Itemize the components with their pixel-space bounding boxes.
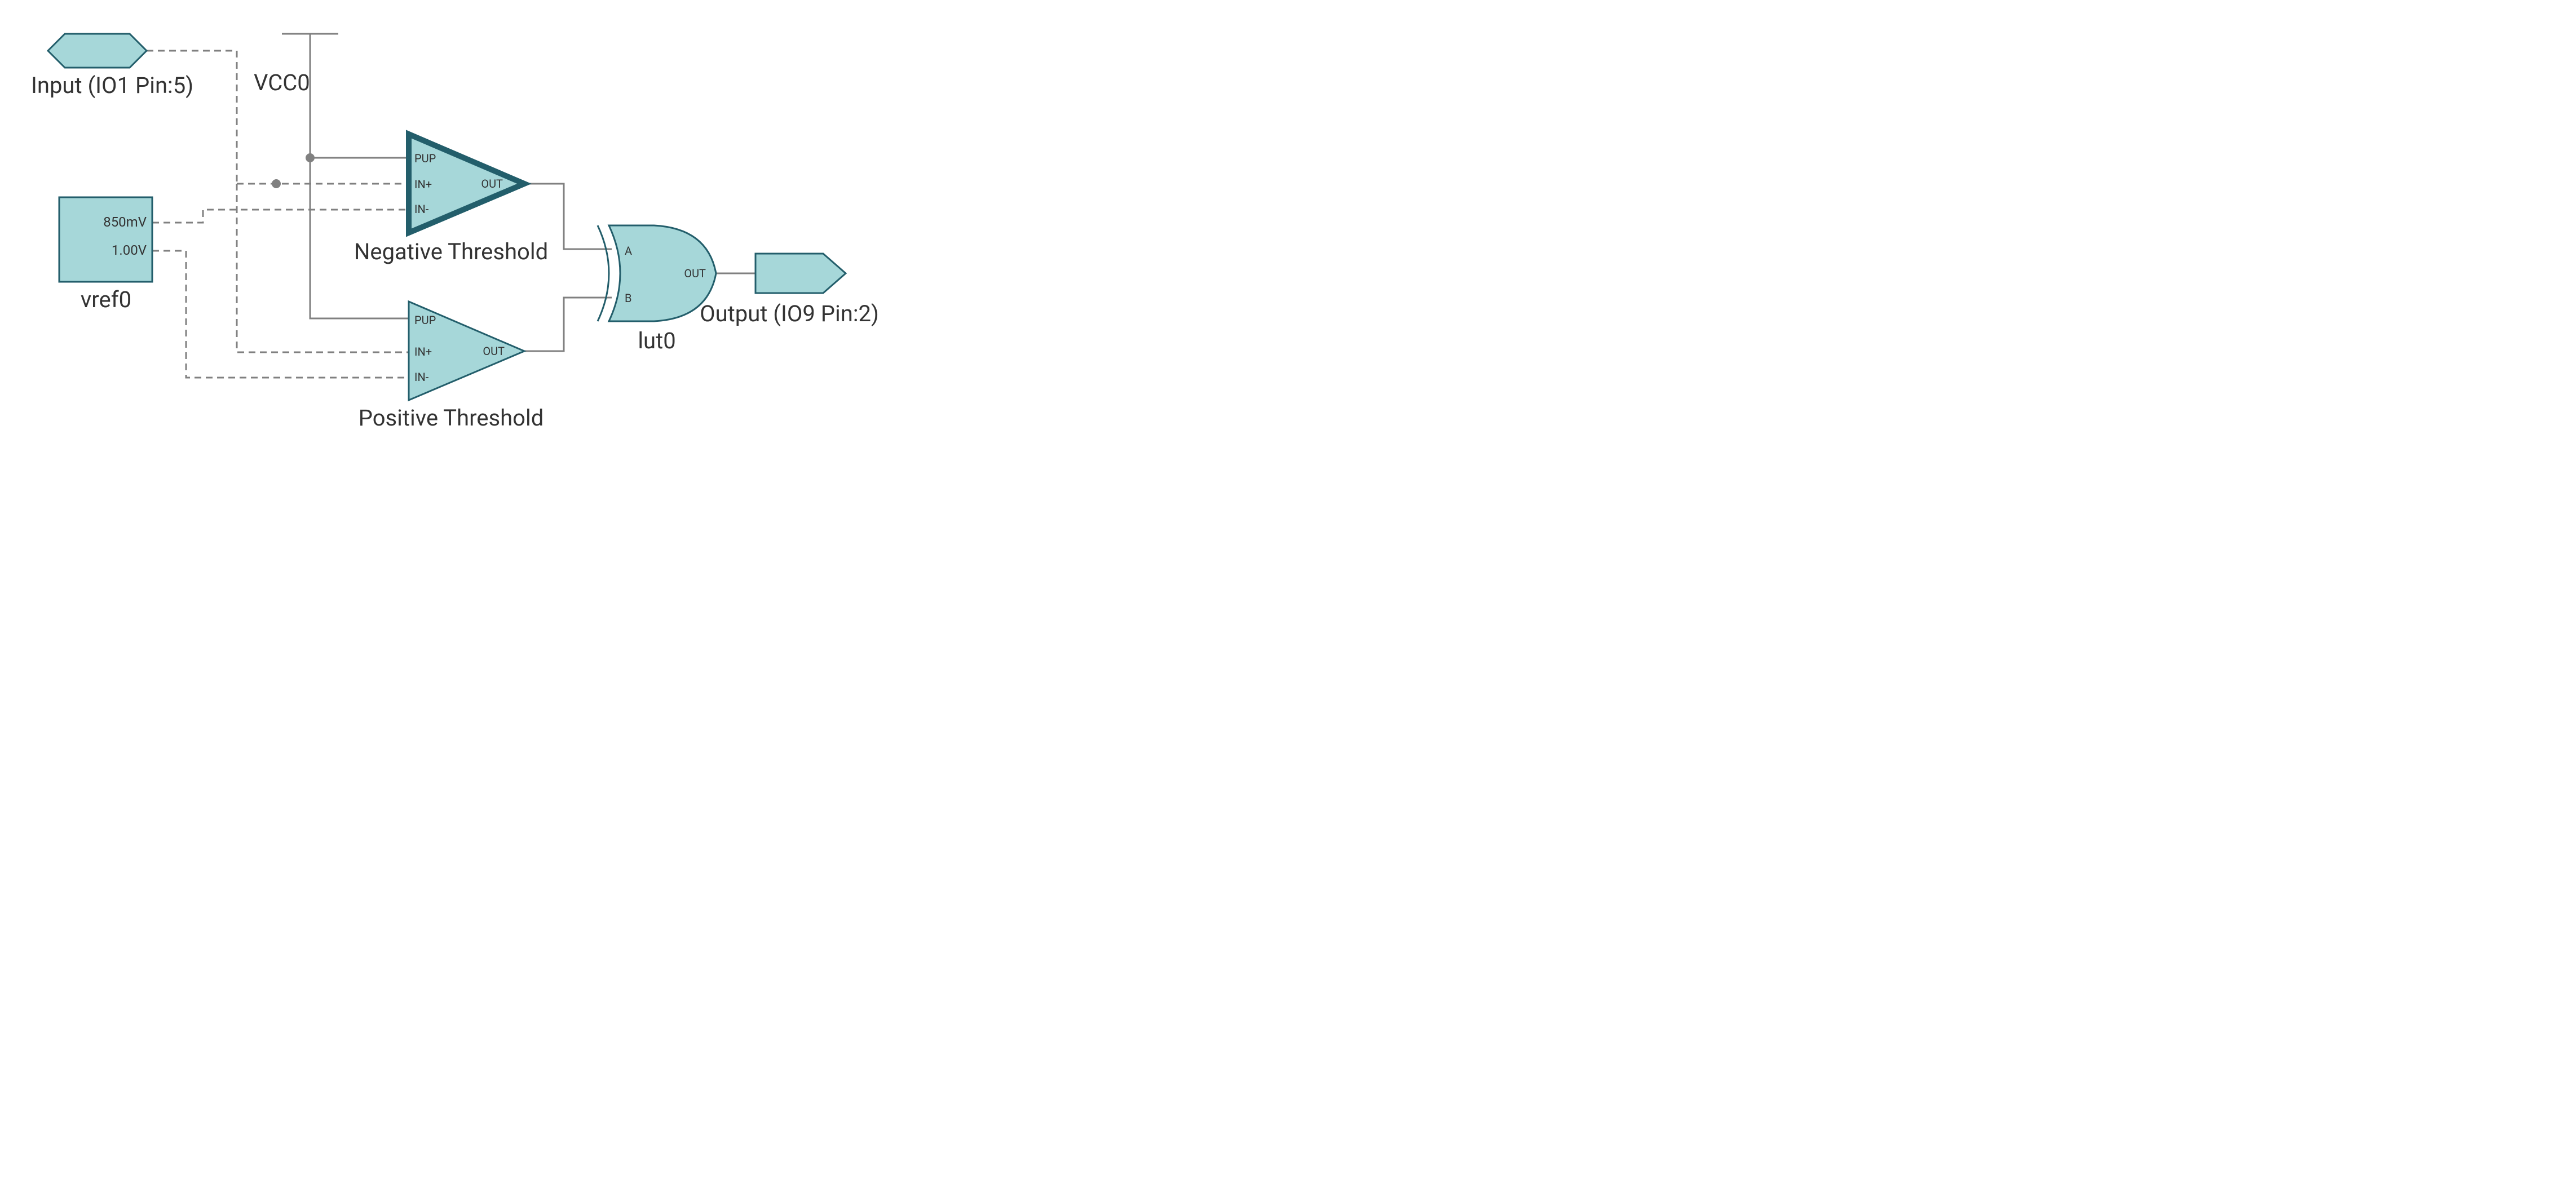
- wire-vcc-stem: [310, 44, 409, 318]
- junction-vcc: [306, 153, 315, 162]
- junction-input: [272, 179, 281, 188]
- wire-input: [147, 51, 237, 184]
- vref-v1: 850mV: [103, 214, 147, 230]
- wire-vref-850-to-neg-inn: [152, 210, 409, 223]
- pos-inp: IN+: [414, 345, 432, 358]
- circuit-diagram: Input (IO1 Pin:5) VCC0 850mV 1.00V vref0…: [0, 0, 885, 428]
- lut-label: lut0: [638, 327, 675, 354]
- neg-pup: PUP: [414, 152, 436, 165]
- vcc-label: VCC0: [254, 69, 310, 96]
- neg-inp: IN+: [414, 178, 432, 191]
- input-label: Input (IO1 Pin:5): [31, 72, 193, 99]
- xor-a: A: [625, 244, 632, 258]
- input-port: [48, 34, 147, 68]
- wire-pos-out-to-xor-b: [524, 298, 612, 351]
- xor-out: OUT: [684, 267, 706, 280]
- vref-block: [59, 197, 152, 282]
- neg-thresh-label: Negative Threshold: [354, 238, 548, 265]
- xor-gate: A B OUT: [598, 225, 716, 321]
- neg-inn: IN-: [414, 202, 429, 216]
- vref-v2: 1.00V: [112, 242, 147, 258]
- xor-b: B: [625, 291, 631, 305]
- output-label: Output (IO9 Pin:2): [700, 300, 879, 327]
- neg-out: OUT: [481, 177, 503, 190]
- vref-label: vref0: [81, 286, 131, 313]
- pos-pup: PUP: [414, 313, 436, 327]
- pos-inn: IN-: [414, 370, 429, 384]
- pos-thresh-label: Positive Threshold: [359, 405, 544, 428]
- pos-out: OUT: [483, 344, 505, 358]
- wire-vref-1v-to-pos-inn: [152, 251, 409, 378]
- output-port: [755, 254, 846, 293]
